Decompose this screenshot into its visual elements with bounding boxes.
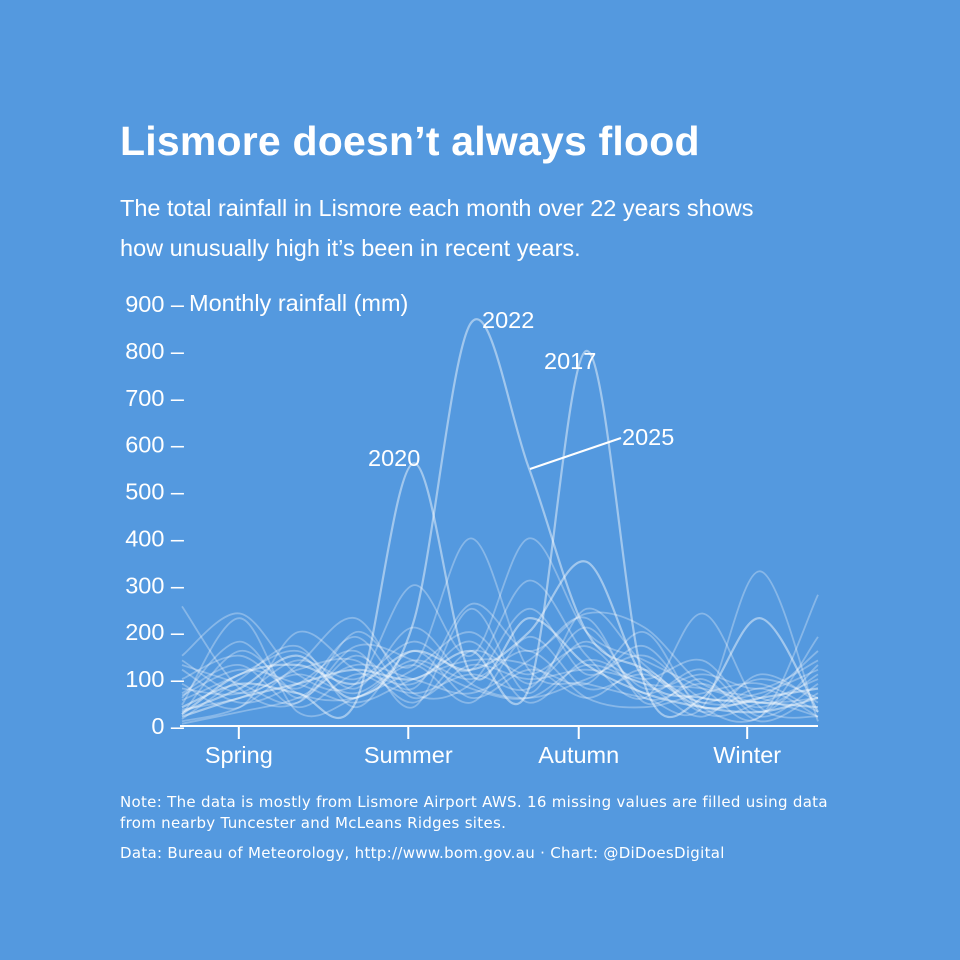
y-tick-label: 300 – [125, 572, 185, 598]
series-line [181, 658, 819, 718]
x-axis: Spring Summer Autumn Winter [205, 727, 781, 768]
data-note: Note: The data is mostly from Lismore Ai… [120, 793, 828, 832]
y-tick-label: 500 – [125, 479, 185, 505]
series-line-2017 [181, 349, 819, 719]
series-line [181, 607, 819, 723]
y-tick-label: 700 – [125, 385, 185, 411]
series-line [181, 640, 819, 713]
series-annotations: 2022 2017 2020 2025 [368, 307, 674, 471]
series-line-2022 [181, 318, 819, 713]
y-axis: 900 – 800 – 700 – 600 – 500 – 400 – 300 – 200 –… [125, 291, 185, 739]
series-line [181, 537, 819, 722]
series-line [181, 626, 819, 702]
y-tick-label: 400 – [125, 525, 185, 551]
series-line [181, 579, 819, 719]
y-tick-label: 600 – [125, 432, 185, 458]
series-label: 2025 [622, 424, 674, 450]
x-tick-label: Autumn [538, 742, 619, 768]
x-tick-label: Spring [205, 742, 273, 768]
y-tick-label: 100 – [125, 666, 185, 692]
data-source: Data: Bureau of Meteorology, http://www.… [120, 844, 725, 862]
y-axis-label: Monthly rainfall (mm) [189, 290, 408, 316]
series-line [181, 617, 819, 718]
series-line-2020 [181, 462, 819, 720]
x-tick-label: Summer [364, 742, 453, 768]
series-label: 2020 [368, 445, 420, 471]
y-tick-label: 0 – [151, 713, 185, 739]
series-line [181, 635, 819, 715]
series-label: 2022 [482, 307, 534, 333]
x-tick-label: Winter [713, 742, 781, 768]
y-tick-label: 200 – [125, 619, 185, 645]
annotation-leader-line [529, 437, 622, 470]
series-lines [181, 318, 819, 725]
rainfall-chart: 900 – 800 – 700 – 600 – 500 – 400 – 300 – 200 –… [125, 290, 819, 768]
y-tick-label: 900 – [125, 291, 185, 317]
series-line [181, 635, 819, 718]
y-tick-label: 800 – [125, 338, 185, 364]
series-line [181, 602, 819, 718]
series-label: 2017 [544, 348, 596, 374]
series-line [181, 643, 819, 705]
series-line [181, 616, 819, 725]
series-line [181, 607, 819, 709]
series-line [181, 645, 819, 718]
series-line-2025 [181, 560, 819, 716]
series-line [181, 537, 819, 722]
chart-subtitle: The total rainfall in Lismore each month… [120, 195, 754, 261]
chart-title: Lismore doesn’t always flood [120, 118, 700, 164]
series-line [181, 626, 819, 710]
series-line [181, 650, 819, 713]
series-line [181, 631, 819, 720]
